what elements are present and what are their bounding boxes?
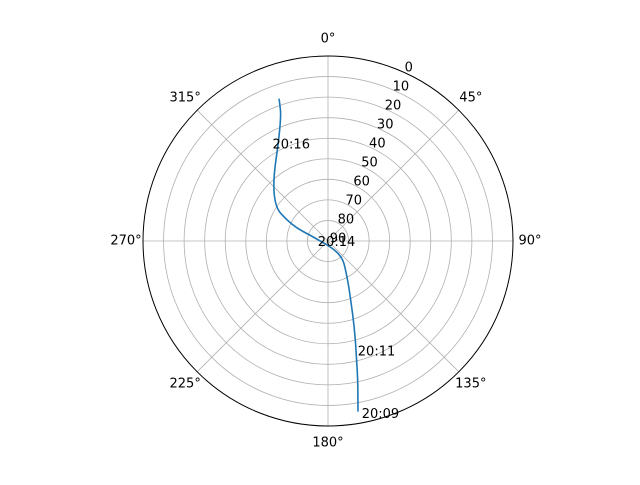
radial-gridline-70 [286, 199, 370, 283]
angle-gridline-135 [327, 240, 460, 373]
annotation-layer: 20:09 20:11 20:14 20:16 [273, 137, 400, 422]
polar-frame [142, 55, 514, 427]
radial-tick-label-20: 20 [385, 99, 402, 114]
radial-tick-label-90: 90 [330, 232, 347, 247]
radial-tick-label-80: 80 [338, 213, 355, 228]
radial-gridline-80 [307, 220, 349, 262]
radial-gridline-60 [265, 178, 391, 304]
time-annotation: 20:14 [318, 235, 355, 250]
radial-tick-label-70: 70 [345, 194, 362, 209]
series-layer [273, 98, 359, 412]
radial-tick-label-10: 10 [393, 80, 410, 95]
angle-tick-label-315: 315° [170, 91, 201, 106]
series-line-0 [273, 98, 359, 412]
tick-label-layer: 0° 45° 90° 135° 180° 225° 270° 315° 0 10 20 30 40 50 6… [110, 32, 541, 451]
angle-tick-label-0: 0° [321, 32, 336, 47]
angle-gridline-225 [196, 240, 329, 373]
time-annotation: 20:16 [273, 137, 310, 152]
radial-gridline-50 [245, 158, 411, 324]
radial-tick-label-40: 40 [369, 137, 386, 152]
radial-gridline-10 [163, 76, 493, 406]
radial-gridline-20 [183, 96, 473, 386]
grid-layer [142, 55, 514, 427]
angle-tick-label-270: 270° [110, 234, 141, 249]
time-annotation: 20:09 [362, 407, 399, 422]
angle-tick-label-135: 135° [455, 376, 486, 391]
radial-tick-label-0: 0 [405, 61, 413, 76]
angle-tick-label-90: 90° [518, 234, 541, 249]
radial-tick-label-60: 60 [353, 175, 370, 190]
radial-gridline-40 [224, 137, 432, 345]
angle-gridline-315 [196, 109, 329, 242]
radial-tick-label-50: 50 [361, 156, 378, 171]
time-annotation: 20:11 [358, 345, 395, 360]
angle-gridline-45 [327, 109, 460, 242]
radial-gridline-30 [204, 117, 452, 365]
radial-tick-label-30: 30 [377, 118, 394, 133]
angle-tick-label-45: 45° [459, 91, 482, 106]
angle-tick-label-225: 225° [170, 376, 201, 391]
angle-tick-label-180: 180° [312, 436, 343, 451]
